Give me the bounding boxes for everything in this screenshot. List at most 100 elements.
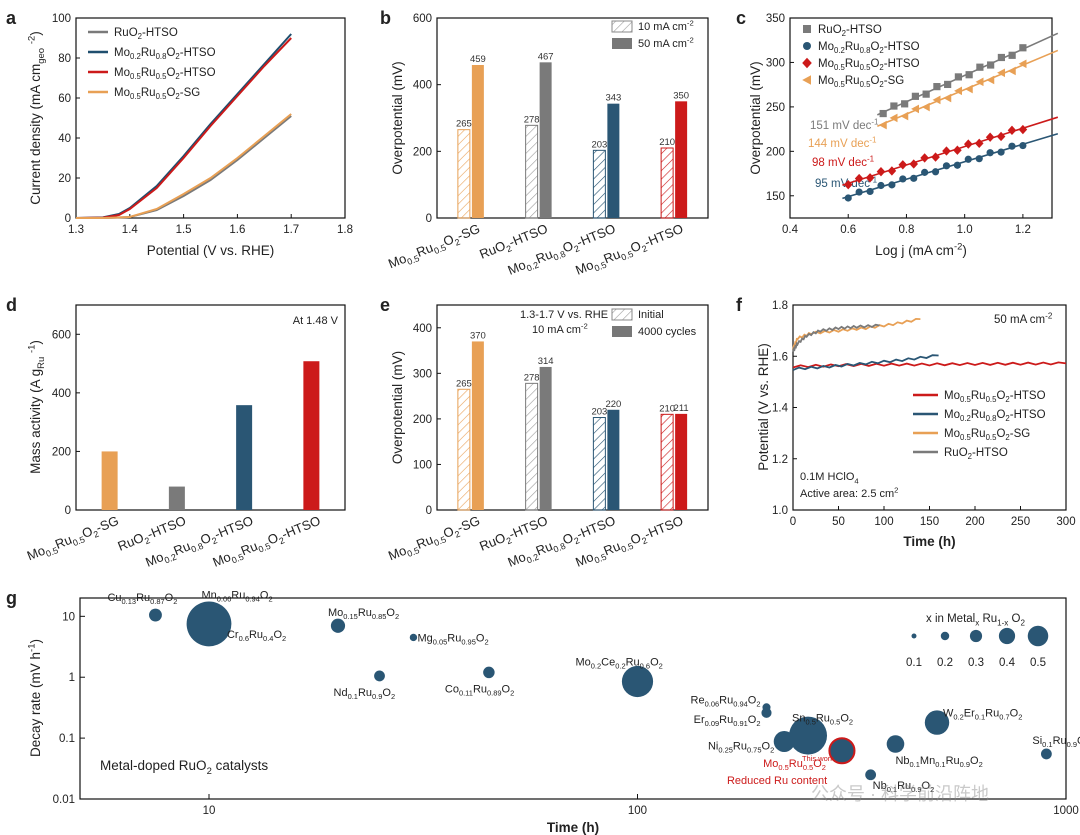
panel-e-ytick-label: 200 — [413, 414, 432, 426]
panel-e-legend-swatch — [612, 326, 632, 337]
panel-c-data-point — [965, 71, 973, 79]
panel-c-xlabel: Log j (mA cm-2​) — [875, 242, 967, 258]
panel-c-ytick-label: 200 — [766, 146, 785, 158]
panel-g-bubble-highlight — [828, 737, 856, 765]
panel-g-bubble — [409, 633, 418, 642]
panel-g-xlabel: Time (h) — [547, 820, 599, 835]
panel-g-bubble-label: Mo0.2Ce0.2Ru0.6O2 — [575, 657, 662, 671]
panel-g-bubble — [924, 710, 950, 735]
panel-b-bar-hatched — [457, 129, 471, 219]
panel-g-xtick-label: 100 — [628, 805, 647, 817]
panel-c-data-point — [855, 188, 863, 196]
panel-a-legend-label: Mo0.5Ru0.5O2-SG — [114, 87, 200, 101]
panel-label-f: f — [736, 295, 743, 315]
panel-g-bubble-label: Nb0.1Mn0.1Ru0.9O2 — [895, 755, 982, 769]
panel-f-ytick-label: 1.2 — [772, 454, 788, 466]
panel-c-data-point — [985, 132, 995, 142]
panel-c-data-point — [890, 102, 898, 110]
panel-g-ytick-label: 0.01 — [53, 794, 75, 806]
panel-g-highlight-note: Reduced Ru content — [727, 775, 827, 787]
panel-f-ytick-label: 1.6 — [772, 351, 788, 363]
panel-b-bar-solid — [539, 62, 552, 219]
panel-label-d: d — [6, 295, 17, 315]
panel-d-bar — [168, 486, 185, 510]
panel-d-ytick-label: 400 — [52, 388, 71, 400]
panel-g-bubble-label: Mn0.06Ru0.94O2 — [201, 590, 272, 604]
panel-c-data-point — [844, 194, 852, 202]
panel-c-data-point — [900, 111, 909, 121]
panel-f-ytick-label: 1.4 — [772, 403, 789, 415]
panel-g-bubble-label: Si0.1Ru0.9O2 — [1032, 735, 1080, 749]
panel-g-bubble-label: Er0.09Ru0.91O2 — [694, 714, 761, 728]
panel-f-xtick-label: 50 — [832, 516, 845, 528]
panel-g-bubble-label: Mo0.15Ru0.85O2 — [328, 607, 399, 621]
panel-b-legend-label: 50 mA cm-2​ — [638, 36, 694, 50]
panel-g-bubble-label: Nb0.1Ru0.9O2 — [873, 780, 935, 794]
panel-c-data-point — [1008, 51, 1016, 59]
panel-e-bar-hatched — [457, 388, 471, 511]
panel-c-data-point — [931, 168, 940, 176]
panel-c-data-point — [1007, 66, 1016, 76]
panel-e-legend-label: Initial — [638, 309, 664, 321]
panel-c-legend-label: Mo0.5Ru0.5O2-HTSO — [818, 58, 920, 72]
panel-e-bar-solid — [607, 409, 620, 510]
panel-c-legend-label: Mo0.2Ru0.8O2-HTSO — [818, 41, 920, 55]
panel-c-data-point — [997, 68, 1005, 78]
panel-b-category-label: Mo0.5Ru0.5O2-SG — [386, 221, 483, 274]
panel-g-size-legend-title: x in Metalx​ Ru1-x​ O2​ — [926, 613, 1025, 627]
panel-c-data-point — [910, 174, 918, 182]
panel-d-ytick-label: 600 — [52, 329, 71, 341]
panel-g-size-legend-bubble — [998, 627, 1016, 645]
panel-e-bar-solid — [471, 341, 484, 510]
panel-d-axes — [75, 304, 346, 511]
panel-a-series-line — [76, 115, 292, 219]
panel-c-data-point — [866, 187, 874, 196]
panel-b-bar-value: 278 — [524, 114, 540, 125]
panel-f-legend-label: Mo0.5Ru0.5O2-HTSO — [944, 390, 1046, 404]
panel-b-bar-value: 203 — [591, 139, 607, 150]
panel-a-ylabel: Current density (mA cmgeo​ -2​) — [27, 31, 47, 204]
panel-c-data-point — [921, 168, 929, 176]
panel-a-ytick-label: 40 — [58, 133, 71, 145]
panel-a-ytick-label: 80 — [58, 53, 71, 65]
panel-c-axes — [789, 17, 1053, 219]
panel-f-xtick-label: 100 — [874, 516, 893, 528]
panel-g-xtick-label: 1000 — [1053, 805, 1079, 817]
panel-c-xtick-label: 0.4 — [782, 224, 799, 236]
panel-c-data-point — [942, 162, 951, 170]
panel-e-ytick-label: 100 — [413, 459, 432, 471]
panel-d-category-label: Mo0.5Ru0.5O2-SG — [25, 513, 122, 566]
panel-b-bar-value: 467 — [538, 51, 554, 62]
panel-c-data-point — [964, 84, 973, 94]
panel-g-bubble — [621, 665, 654, 698]
panel-e-bar-value: 220 — [605, 399, 621, 410]
panel-g-size-legend-bubble — [969, 629, 983, 643]
panel-e-ytick-label: 400 — [413, 323, 432, 335]
panel-g-annotation: Metal-doped RuO2​ catalysts — [100, 758, 268, 777]
panel-c-data-point — [854, 173, 864, 184]
panel-e-legend-swatch — [611, 308, 633, 321]
panel-a-legend-label: RuO2-HTSO — [114, 27, 178, 41]
panel-a-ytick-label: 60 — [58, 93, 71, 105]
panel-f-ylabel: Potential (V vs. RHE) — [756, 343, 771, 471]
panel-b-ytick-label: 0 — [426, 213, 432, 225]
panel-a-axes — [75, 17, 346, 219]
panel-e-bar-solid — [539, 366, 552, 510]
panel-g-xtick-label: 10 — [203, 805, 216, 817]
panel-a-legend-label: Mo0.5Ru0.5O2-HTSO — [114, 67, 216, 81]
panel-c-data-point — [911, 104, 920, 114]
panel-label-e: e — [380, 295, 390, 315]
panel-g-bubble — [330, 618, 346, 633]
panel-g-ylabel: Decay rate (mV h-1​) — [27, 639, 43, 757]
panel-g-bubble-label: Cu0.13Ru0.87O2 — [107, 592, 177, 606]
panel-c-legend-label: RuO2-HTSO — [818, 24, 882, 38]
panel-c-ylabel: Overpotential (mV) — [748, 61, 763, 174]
panel-f-xtick-label: 250 — [1011, 516, 1030, 528]
panel-a-xtick-label: 1.8 — [337, 224, 353, 236]
panel-f-xtick-label: 200 — [965, 516, 984, 528]
panel-c-legend-marker — [803, 25, 811, 33]
panel-g-bubble — [865, 769, 877, 781]
panel-g-size-legend-label: 0.2 — [937, 657, 953, 669]
panel-g-highlight-note: This work — [802, 754, 834, 763]
